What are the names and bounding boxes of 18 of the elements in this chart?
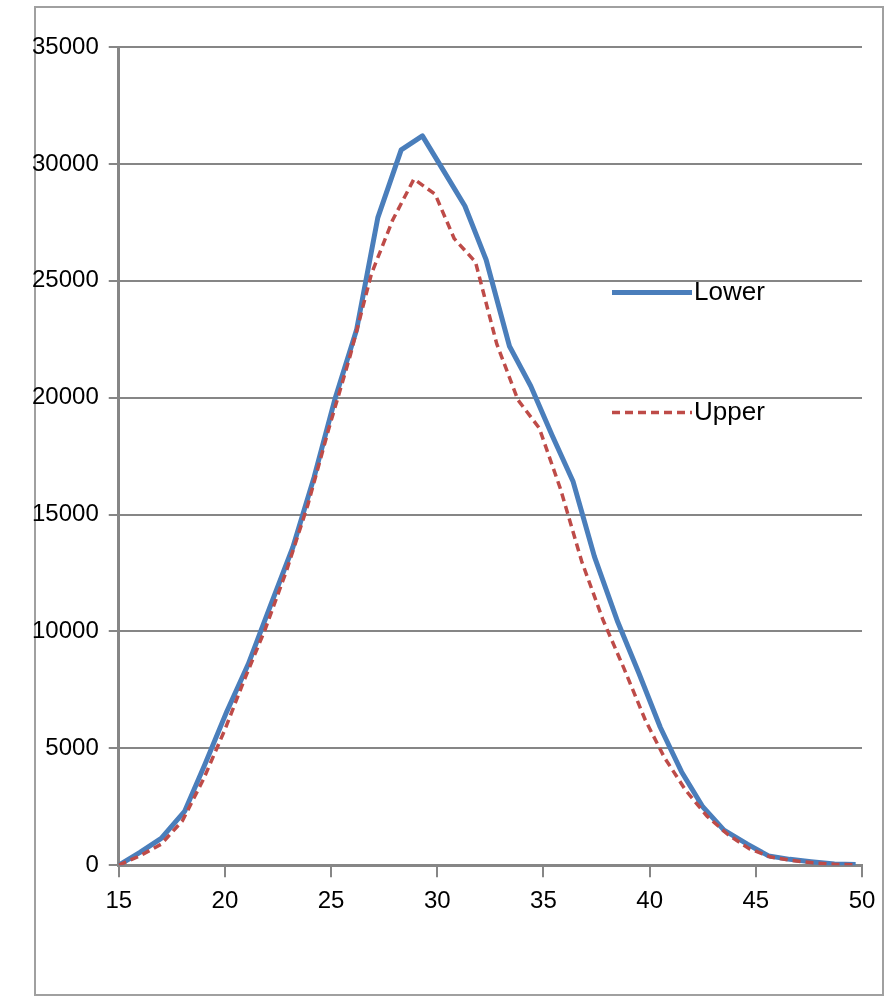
x-tick-label: 50 — [848, 886, 876, 914]
x-tick-label: 35 — [530, 886, 557, 914]
y-tick-label: 15000 — [31, 499, 99, 527]
legend-label: Upper — [694, 395, 766, 426]
x-tick-label: 20 — [211, 886, 239, 914]
y-tick-label: 10000 — [31, 616, 99, 644]
y-tick-label: 0 — [85, 849, 99, 877]
y-tick-label: 20000 — [31, 382, 99, 410]
y-tick-label: 30000 — [31, 148, 99, 176]
x-tick-label: 25 — [317, 886, 345, 914]
y-tick-label: 25000 — [31, 265, 99, 293]
y-tick-label: 35000 — [31, 31, 99, 59]
x-tick-label: 15 — [105, 886, 133, 914]
x-tick-label: 40 — [636, 886, 663, 914]
legend-label: Lower — [694, 275, 766, 306]
x-tick-label: 45 — [742, 886, 770, 914]
x-tick-label: 30 — [423, 886, 451, 914]
y-tick-label: 5000 — [45, 732, 99, 760]
